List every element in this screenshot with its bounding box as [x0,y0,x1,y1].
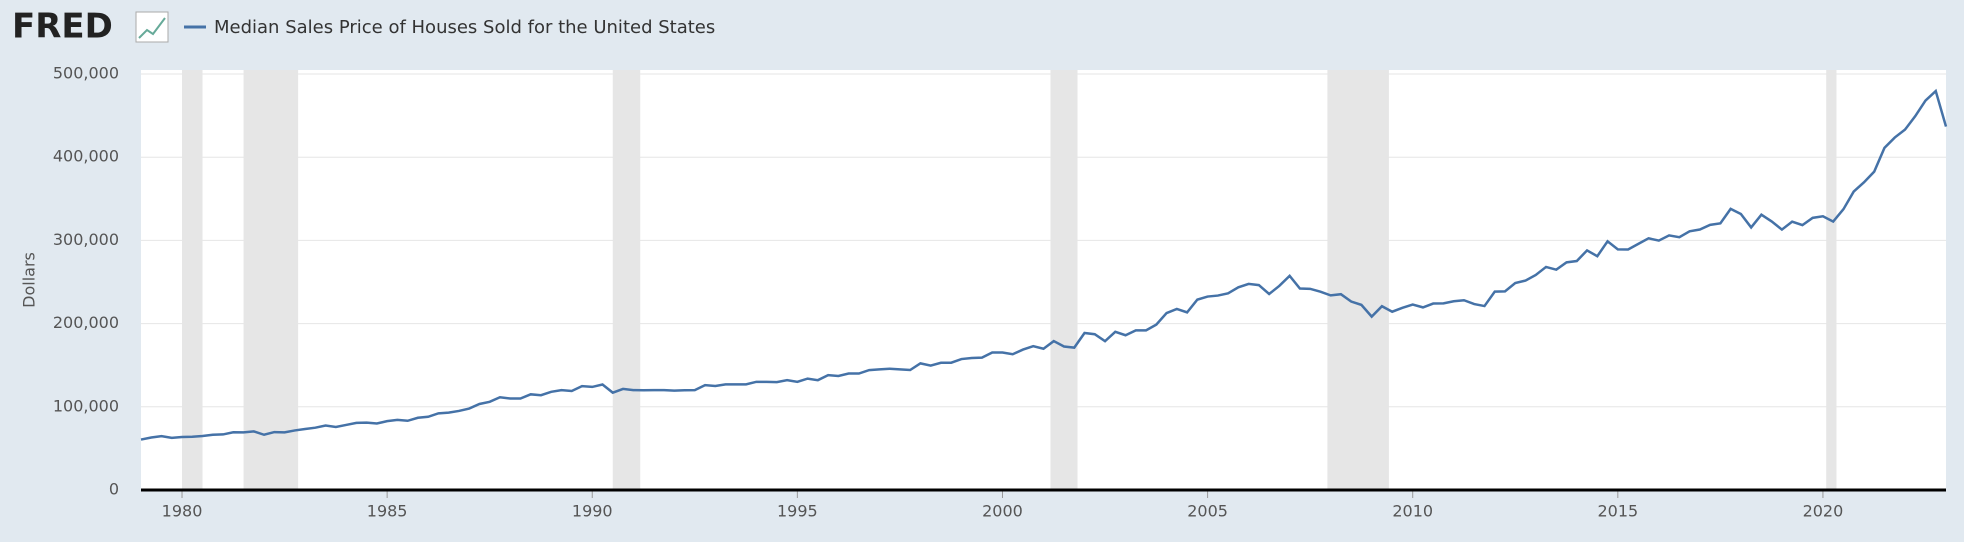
brand-logo: FRED [12,7,113,47]
x-tick-label: 2010 [1392,502,1433,521]
recession-band [182,70,203,490]
y-tick-label: 500,000 [53,64,119,83]
y-tick-label: 300,000 [53,230,119,249]
x-tick-label: 2020 [1803,502,1844,521]
data-line [140,88,1948,441]
x-tick-label: 2005 [1187,502,1228,521]
y-axis-label: Dollars [20,252,39,308]
y-tick-label: 200,000 [53,313,119,332]
recession-band [1050,70,1078,490]
x-tick-label: 1985 [367,502,408,521]
y-tick-label: 400,000 [53,147,119,166]
x-tick-label: 2000 [982,502,1023,521]
recession-band [243,70,299,490]
recession-band [1826,70,1837,490]
x-tick-label: 1990 [572,502,613,521]
plot-area [141,70,1946,490]
logo-icon [135,11,169,43]
x-tick-label: 1980 [162,502,203,521]
y-tick-label: 100,000 [53,396,119,415]
recession-band [612,70,641,490]
y-tick-label: 0 [109,480,119,499]
recession-band [1327,70,1389,490]
x-tick-label: 1995 [777,502,818,521]
legend-label: Median Sales Price of Houses Sold for th… [214,17,715,38]
x-tick-label: 2015 [1597,502,1638,521]
